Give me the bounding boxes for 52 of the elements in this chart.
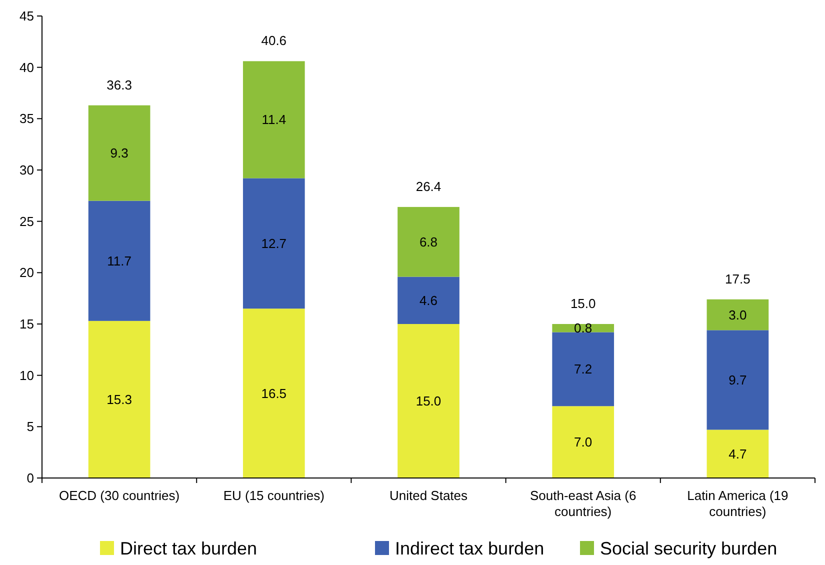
legend-label: Social security burden <box>600 538 778 558</box>
data-label: 12.7 <box>261 236 287 251</box>
data-label: 7.2 <box>574 362 592 377</box>
bar <box>706 299 769 330</box>
data-label: 11.4 <box>262 112 286 128</box>
bar <box>242 178 305 309</box>
total-label: 15.0 <box>570 296 596 311</box>
bar <box>88 200 150 321</box>
total-label: 26.4 <box>416 178 442 194</box>
legend-label: Indirect tax burden <box>395 538 544 558</box>
y-tick-label: 10 <box>20 368 34 383</box>
data-label: 15.0 <box>416 394 442 409</box>
bar <box>88 105 150 201</box>
x-tick-label: OECD (30 countries) <box>58 488 180 503</box>
total-label: 36.3 <box>106 77 132 92</box>
data-label: 3.0 <box>728 307 747 322</box>
x-tick-label: Latin America (19 countries) <box>687 488 788 519</box>
bar <box>398 206 460 277</box>
data-label: 16.5 <box>261 386 287 401</box>
data-label: 4.6 <box>419 292 438 308</box>
data-label: 9.7 <box>728 372 747 388</box>
total-label: 40.6 <box>261 33 287 48</box>
data-label: 4.7 <box>728 446 747 462</box>
y-tick-label: 20 <box>20 265 34 280</box>
data-label: 7.0 <box>574 434 592 450</box>
x-tick-label: United States <box>389 488 468 503</box>
bar <box>242 61 305 178</box>
bar <box>88 320 150 478</box>
data-label: 0.8 <box>574 320 592 336</box>
data-label: 11.7 <box>107 253 132 268</box>
bar <box>706 430 769 478</box>
bar <box>398 324 460 478</box>
y-tick-label: 35 <box>20 111 34 126</box>
y-tick-label: 0 <box>26 470 34 486</box>
data-label: 9.3 <box>110 146 128 161</box>
x-tick-label: South-east Asia (6 countries) <box>530 488 636 519</box>
y-tick-label: 45 <box>20 8 34 24</box>
y-tick-label: 5 <box>26 419 34 434</box>
x-tick-label: EU (15 countries) <box>223 488 324 503</box>
bar <box>552 332 614 406</box>
total-label: 17.5 <box>725 271 750 286</box>
bar <box>552 406 614 478</box>
bar <box>706 330 769 430</box>
y-tick-label: 15 <box>20 316 34 332</box>
y-tick-label: 30 <box>20 162 34 178</box>
data-label: 6.8 <box>419 234 438 250</box>
bar <box>398 276 460 324</box>
bar <box>242 308 305 478</box>
y-tick-label: 25 <box>20 214 34 229</box>
data-label: 15.3 <box>106 392 132 408</box>
legend-label: Direct tax burden <box>120 538 258 558</box>
y-tick-label: 40 <box>20 60 34 75</box>
